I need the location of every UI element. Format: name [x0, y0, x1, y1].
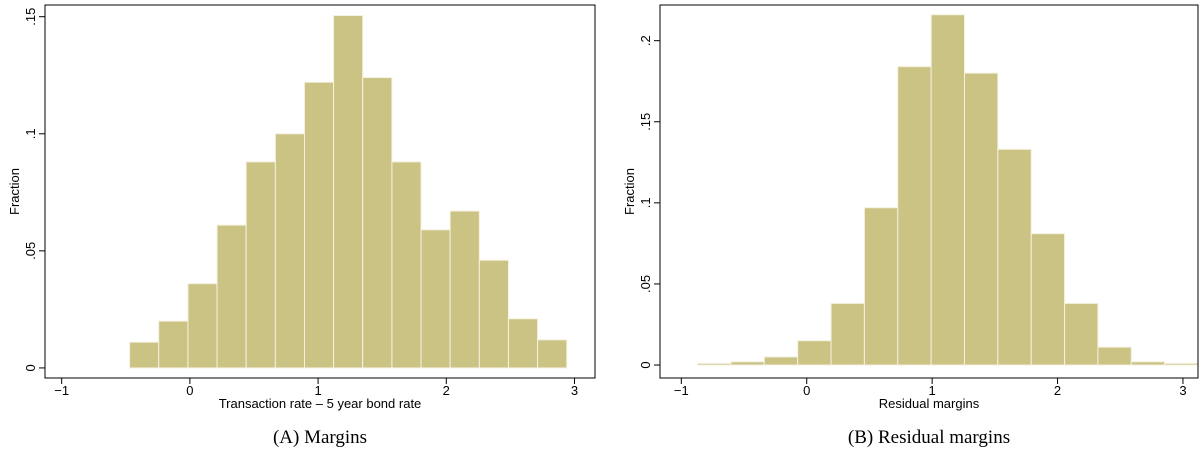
y-tick-label: .1 — [638, 197, 653, 208]
x-tick-label: 2 — [443, 383, 450, 398]
bar — [507, 318, 539, 369]
x-tick-label: 2 — [1054, 383, 1061, 398]
bar — [158, 320, 189, 369]
bar — [863, 207, 899, 366]
bar — [187, 283, 218, 369]
bar — [1130, 361, 1166, 366]
bar — [274, 133, 305, 369]
bar — [963, 72, 999, 366]
bar — [216, 224, 247, 369]
bar — [1097, 346, 1132, 366]
y-tick-label: .05 — [23, 242, 38, 260]
x-tick-label: 0 — [186, 383, 193, 398]
x-tick-label: 3 — [1179, 383, 1186, 398]
bar — [537, 339, 568, 369]
bar — [930, 14, 965, 366]
y-tick-label: .1 — [23, 128, 38, 139]
bar — [391, 161, 422, 369]
bar — [303, 81, 335, 369]
bar — [362, 77, 393, 369]
y-axis-label: Fraction — [622, 168, 637, 215]
y-tick-label: 0 — [23, 364, 38, 371]
bar — [997, 148, 1032, 366]
bar — [697, 362, 732, 366]
bar — [830, 302, 865, 366]
x-axis-label: Residual margins — [879, 396, 980, 411]
y-tick-label: .15 — [23, 8, 38, 26]
bar — [763, 356, 799, 366]
bar — [245, 161, 276, 369]
bar — [1064, 302, 1099, 366]
x-tick-label: 1 — [314, 383, 321, 398]
y-tick-label: 0 — [638, 361, 653, 368]
x-tick-label: 1 — [929, 383, 936, 398]
x-tick-label: −1 — [54, 383, 69, 398]
bar — [129, 341, 160, 369]
bar — [1030, 233, 1066, 366]
y-tick-label: .05 — [638, 275, 653, 293]
plot-frame — [659, 4, 1199, 379]
bar — [1164, 362, 1199, 366]
bar — [420, 229, 451, 369]
x-tick-label: 0 — [803, 383, 810, 398]
x-tick-label: 3 — [571, 383, 578, 398]
y-tick-label: .2 — [638, 35, 653, 46]
x-axis-label: Transaction rate – 5 year bond rate — [219, 396, 422, 411]
caption: (A) Margins — [273, 427, 367, 448]
bar — [730, 361, 765, 366]
bar — [797, 340, 832, 366]
bar — [333, 15, 364, 369]
caption: (B) Residual margins — [848, 427, 1010, 448]
y-axis-label: Fraction — [7, 168, 22, 215]
bar — [449, 210, 480, 369]
bar — [478, 259, 509, 369]
plot-frame — [44, 4, 596, 379]
bar — [897, 66, 932, 366]
y-tick-label: .15 — [638, 113, 653, 131]
x-tick-label: −1 — [674, 383, 689, 398]
